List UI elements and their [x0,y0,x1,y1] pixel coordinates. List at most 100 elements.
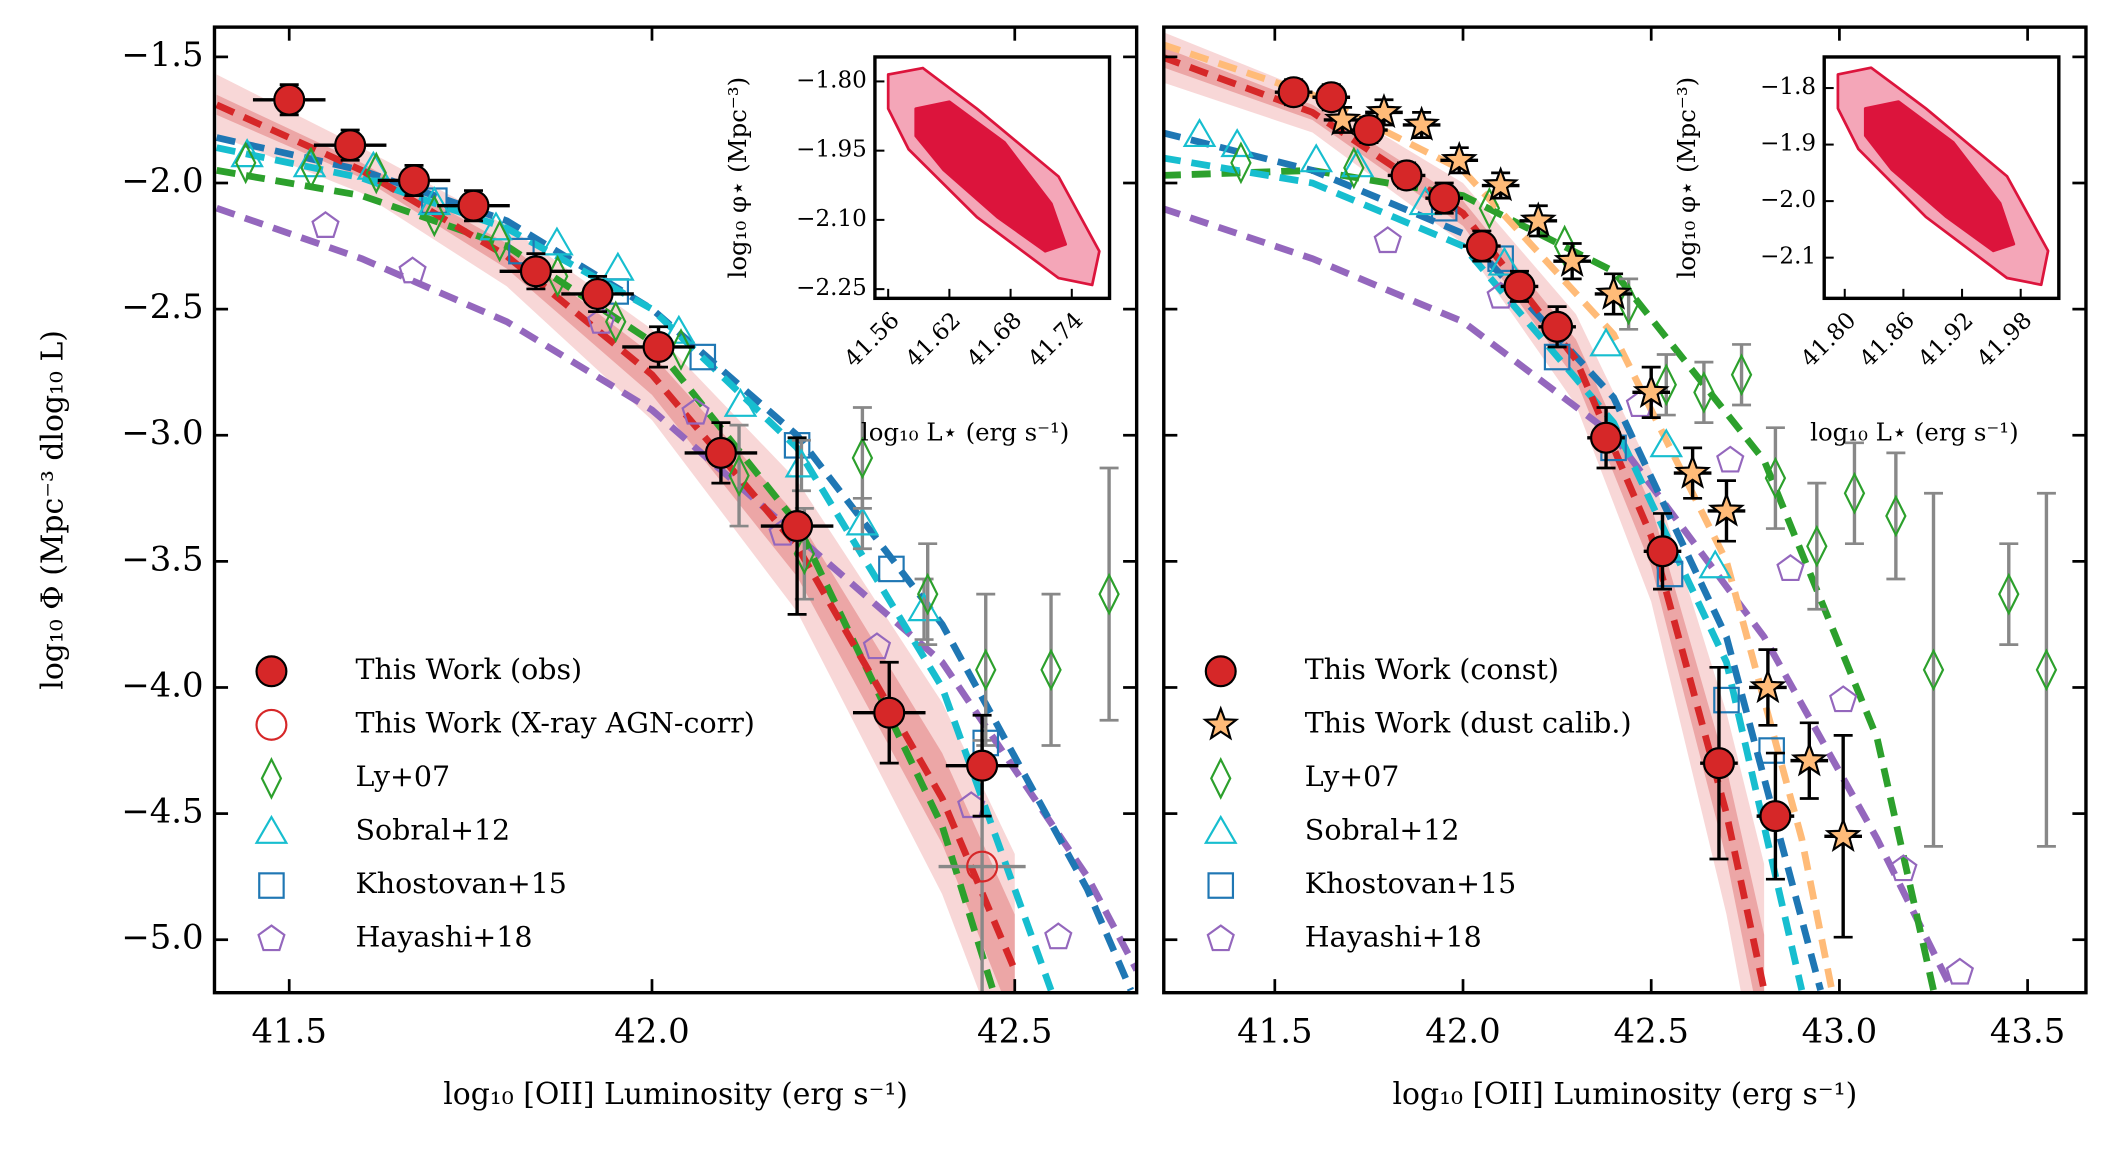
marker [1440,140,1478,177]
marker [587,306,616,334]
marker [1541,310,1574,343]
contour [1863,100,2016,253]
inset-frame [873,55,1112,301]
marker [1098,572,1120,616]
marker [1277,76,1310,109]
inset-y-tick-label: −1.80 [796,67,867,93]
marker [1220,128,1254,158]
marker [966,749,999,782]
marker [916,572,939,616]
marker [1889,854,1918,882]
marker [873,696,906,729]
marker [1343,146,1365,190]
marker [1776,554,1805,581]
marker [488,219,511,263]
marker [417,186,452,216]
marker [851,436,874,480]
marker [365,151,387,195]
inset-y-tick-label: −2.25 [796,275,867,301]
marker [601,251,635,281]
legend-label: Khostovan+15 [1305,867,1516,900]
marker [1806,524,1828,568]
marker [728,454,750,498]
marker [1589,327,1623,357]
marker [1655,363,1677,407]
marker [423,194,446,238]
marker [1698,549,1732,579]
y-tick-label: −2.0 [121,161,203,200]
marker [1299,143,1334,173]
y-tick-label: −4.0 [121,665,203,704]
x-tick-label: 42.5 [1613,1011,1688,1050]
marker [1758,737,1785,764]
marker [1040,648,1062,692]
legend-label: Ly+07 [1305,760,1400,793]
legend-label: Sobral+12 [356,813,511,846]
axes-frame [1162,25,2088,995]
inset-x-tick-label: 41.80 [1796,307,1861,372]
marker [1182,117,1217,148]
fit-line [1163,41,1836,991]
inset-x-tick-label: 41.86 [1855,307,1920,372]
legend-label: Hayashi+18 [356,921,533,954]
marker [1315,81,1348,114]
marker [1553,241,1591,277]
marker [681,397,710,425]
fit-line [1163,154,1806,991]
marker [975,648,997,692]
marker [1922,648,1945,692]
marker [398,256,427,284]
legend-label: This Work (X-ray AGN-corr) [356,706,755,739]
inset-x-tick-label: 41.68 [962,307,1027,372]
marker [1945,957,1975,985]
marker [1044,922,1073,950]
marker [1390,159,1423,192]
marker [878,555,905,583]
marker [670,328,692,371]
marker [234,141,257,185]
fit-line [215,134,1134,992]
marker [258,872,285,899]
marker [1759,800,1792,833]
y-tick-label: −4.5 [121,792,203,831]
marker [230,138,264,168]
marker [1204,655,1237,688]
marker [457,189,490,222]
y-tick-label: −3.5 [121,539,203,578]
marker [1482,166,1520,202]
marker [1230,141,1252,185]
marker [1790,741,1828,777]
marker [1885,494,1907,538]
marker [1998,572,2020,616]
x-tick-label: 42.5 [977,1011,1052,1050]
marker [1824,816,1862,852]
marker [479,211,513,241]
marker [1202,705,1240,741]
marker [300,146,322,190]
marker [1749,668,1787,704]
marker [255,655,288,688]
marker [1843,471,1866,515]
fit-line [1163,129,1824,992]
marker [1590,421,1623,454]
marker [642,330,675,363]
legend-label: Khostovan+15 [356,867,567,900]
marker [1478,186,1501,230]
x-tick-label: 43.0 [1802,1011,1877,1050]
inset-x-label: log₁₀ L⋆ (erg s⁻¹) [861,417,1069,446]
marker [1403,105,1441,141]
marker [1716,445,1745,473]
marker [1324,100,1362,136]
inset-y-label: log₁₀ φ⋆ (Mpc⁻³) [1672,77,1701,279]
marker [1373,226,1402,254]
marker [966,850,999,883]
marker [1693,370,1715,414]
legend-label: This Work (const) [1305,653,1559,686]
marker [784,448,819,478]
marker [723,387,758,417]
plot-area [1163,32,2058,993]
marker [1708,491,1745,527]
marker [255,708,288,741]
marker [273,83,306,116]
marker [781,510,814,543]
